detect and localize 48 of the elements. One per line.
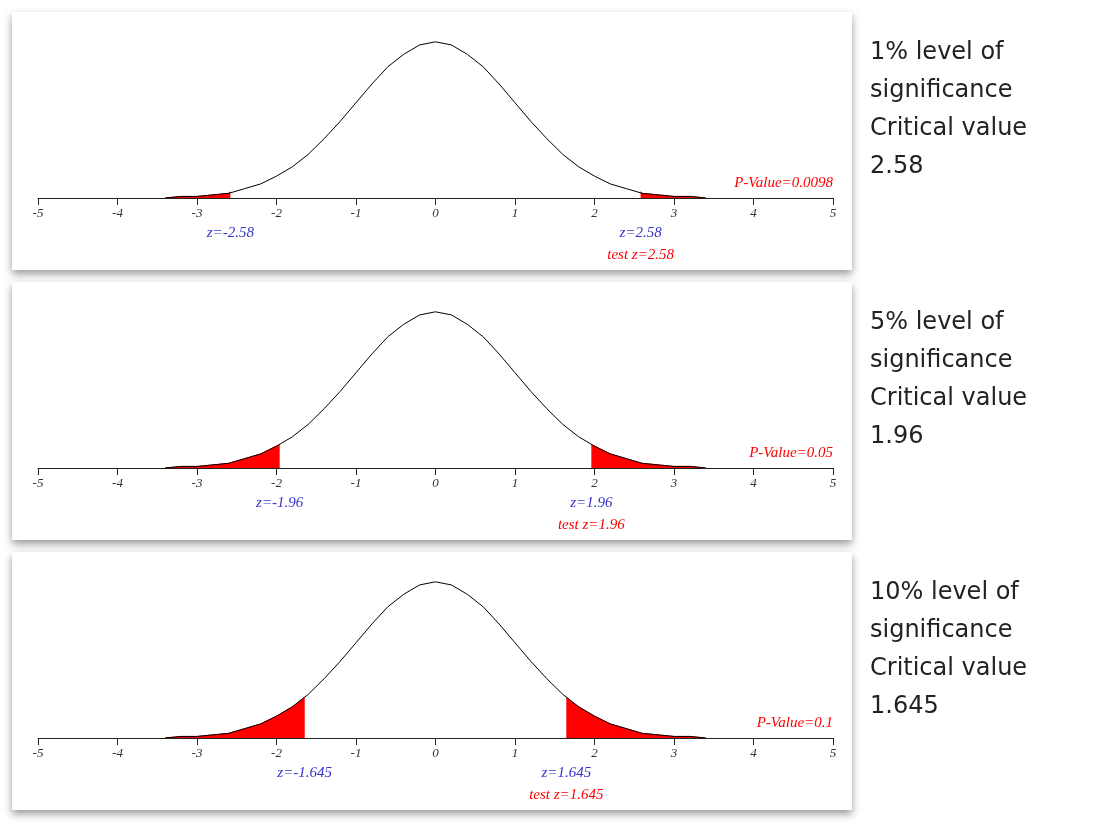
x-tick-label: 4 xyxy=(750,745,758,760)
x-tick-label: 0 xyxy=(432,745,440,760)
text: 1% level of significance Critical value 2.58 xyxy=(870,37,1035,179)
text: test z=2.58 xyxy=(607,245,675,262)
annotation: P-Value=0.0098 xyxy=(733,173,834,190)
x-tick-label: -2 xyxy=(271,745,283,760)
text: 10% level of significance Critical value 1.645 xyxy=(870,577,1035,719)
x-tick-label: -3 xyxy=(191,475,203,490)
x-tick-label: -3 xyxy=(191,205,203,220)
x-tick-label: 2 xyxy=(591,205,599,220)
annotation: z=2.58 xyxy=(618,223,663,240)
x-tick-label: 1 xyxy=(511,205,519,220)
x-tick-label: -1 xyxy=(350,475,362,490)
annotation: P-Value=0.1 xyxy=(755,713,833,730)
x-tick-label: 5 xyxy=(829,475,837,490)
x-tick-label: 2 xyxy=(591,475,599,490)
x-tick-label: -1 xyxy=(350,745,362,760)
annotation: z=1.645 xyxy=(540,763,592,780)
annotation: z=-2.58 xyxy=(205,223,255,240)
x-tick-label: -4 xyxy=(112,475,124,490)
x-tick-label: 1 xyxy=(511,745,519,760)
x-tick-label: 3 xyxy=(669,745,678,760)
annotation: z=-1.645 xyxy=(276,763,333,780)
x-tick-label: 5 xyxy=(829,205,837,220)
x-tick-label: 0 xyxy=(432,205,440,220)
x-tick-label: -1 xyxy=(350,205,362,220)
x-tick-label: 0 xyxy=(432,475,440,490)
x-tick-label: 4 xyxy=(750,205,758,220)
text: test z=1.96 xyxy=(557,515,626,532)
annotation: z=-1.96 xyxy=(255,493,304,510)
x-tick-label: -4 xyxy=(112,745,124,760)
x-tick-label: 4 xyxy=(750,475,758,490)
annotation: P-Value=0.05 xyxy=(748,443,834,460)
x-tick-label: -5 xyxy=(32,475,44,490)
text: 5% level of significance Critical value 1.96 xyxy=(870,307,1035,449)
x-tick-label: -2 xyxy=(271,205,283,220)
x-tick-label: -5 xyxy=(32,745,44,760)
x-tick-label: 1 xyxy=(511,475,519,490)
x-tick-label: 3 xyxy=(669,205,678,220)
x-tick-label: 3 xyxy=(669,475,678,490)
x-tick-label: -2 xyxy=(271,475,283,490)
x-tick-label: -5 xyxy=(32,205,44,220)
x-tick-label: 2 xyxy=(591,745,599,760)
x-tick-label: -3 xyxy=(191,745,203,760)
annotation: z=1.96 xyxy=(569,493,613,510)
text: test z=1.645 xyxy=(529,785,604,802)
x-tick-label: 5 xyxy=(829,745,837,760)
x-tick-label: -4 xyxy=(112,205,124,220)
